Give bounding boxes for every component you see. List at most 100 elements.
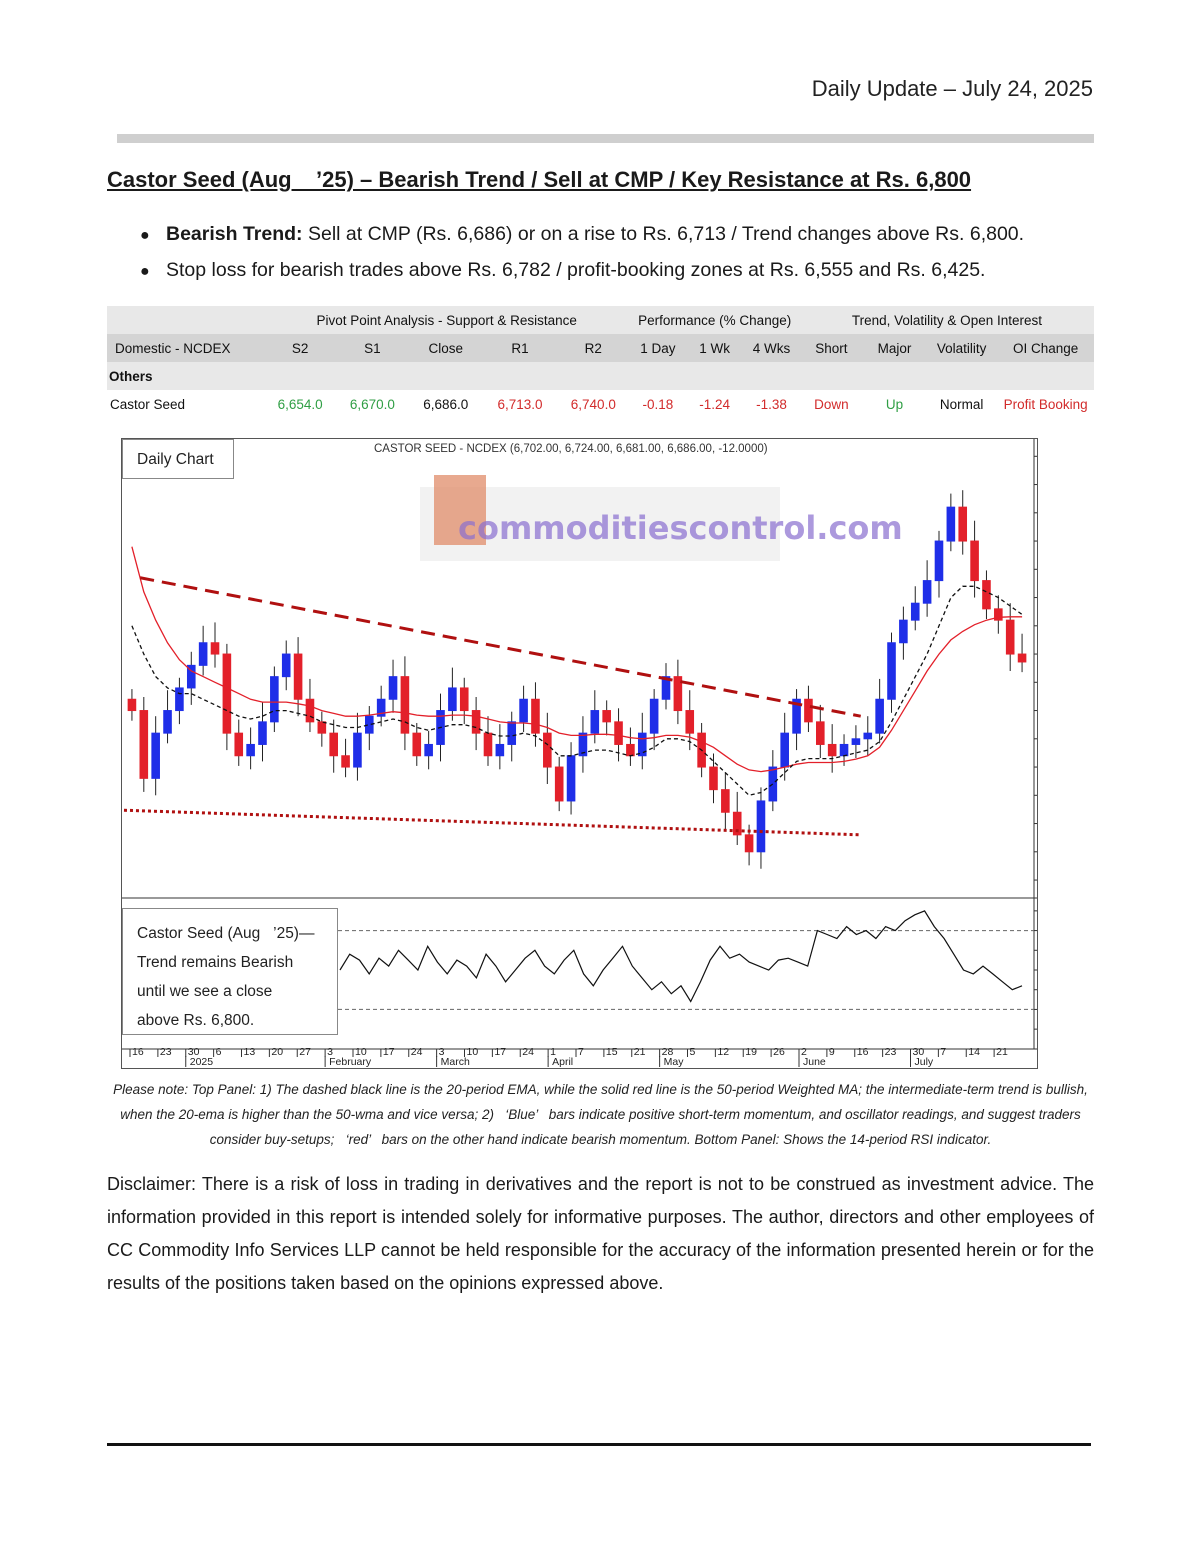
column-header: Short <box>799 334 863 362</box>
candle-body <box>471 710 481 734</box>
candle-body <box>744 834 754 853</box>
candle-body <box>875 698 884 734</box>
date-tick-label: 26 <box>773 1046 785 1058</box>
header-divider <box>117 134 1094 143</box>
candle-body <box>637 732 647 757</box>
column-header: S2 <box>263 334 337 362</box>
table-cell: -1.38 <box>756 396 787 412</box>
candle-body <box>483 732 493 757</box>
candle-body <box>958 506 968 542</box>
report-date: Daily Update – July 24, 2025 <box>811 76 1093 101</box>
candle-body <box>175 687 184 712</box>
date-tick-label: 24 <box>522 1046 534 1058</box>
bullet-text: Stop loss for bearish trades above Rs. 6… <box>166 259 986 281</box>
candle-body <box>709 766 718 791</box>
watermark-logo <box>434 475 486 545</box>
candle-body <box>151 732 160 779</box>
disclaimer: Disclaimer: There is a risk of loss in t… <box>107 1174 1094 1293</box>
candle-body <box>922 580 932 604</box>
candle-body <box>827 743 837 757</box>
date-tick-label: 6 <box>216 1046 222 1058</box>
table-cell: 6,740.0 <box>570 396 616 412</box>
daily-chart-label: Daily Chart <box>122 439 234 479</box>
date-tick-label: 20 <box>271 1046 283 1058</box>
month-label: May <box>664 1056 685 1068</box>
bullet-text: Sell at CMP (Rs. 6,686) or on a rise to … <box>302 223 1025 245</box>
date-tick-label: 24 <box>411 1046 423 1058</box>
column-header: 4 Wks <box>743 334 800 362</box>
date-tick-label: 3 <box>327 1046 333 1058</box>
candle-body <box>756 800 766 853</box>
table-cell: 6,713.0 <box>497 396 543 412</box>
table-cell: Up <box>885 396 904 412</box>
candle-body <box>186 664 196 689</box>
month-label: June <box>803 1056 826 1068</box>
candle-body <box>127 698 137 712</box>
column-header: OI Change <box>997 334 1094 362</box>
table-cell: -1.24 <box>699 396 731 412</box>
date-tick-label: 16 <box>857 1046 869 1058</box>
bullet-icon: ● <box>140 227 150 244</box>
column-header: 1 Wk <box>686 334 744 362</box>
column-header: Volatility <box>926 334 998 362</box>
candle-body <box>780 732 789 768</box>
date-tick-label: 7 <box>940 1046 946 1058</box>
candle-body <box>804 698 813 723</box>
candle-body <box>210 642 220 655</box>
date-tick-label: 2 <box>801 1046 807 1058</box>
date-tick-label: 13 <box>244 1046 256 1058</box>
bullet-trend: ● Bearish Trend: Sell at CMP (Rs. 6,686) … <box>140 223 1024 246</box>
date-tick-label: 17 <box>494 1046 506 1058</box>
date-tick-label: 12 <box>717 1046 729 1058</box>
date-tick-label: 16 <box>132 1046 144 1058</box>
rsi-line <box>339 910 1023 1003</box>
watermark-text: commoditiescontrol.com <box>458 509 903 547</box>
date-tick-label: 10 <box>467 1046 479 1058</box>
candle-body <box>400 676 410 734</box>
resistance-trendline <box>139 576 862 718</box>
month-label: 2025 <box>190 1056 214 1068</box>
date-tick-label: 7 <box>578 1046 584 1058</box>
date-tick-label: 23 <box>885 1046 897 1058</box>
date-tick-label: 17 <box>383 1046 395 1058</box>
candle-body <box>365 715 374 734</box>
candle-body <box>1017 653 1027 663</box>
candle-body <box>732 811 742 836</box>
candle-body <box>495 743 505 757</box>
date-tick-label: 15 <box>606 1046 618 1058</box>
candle-body <box>649 698 659 734</box>
candle-body <box>376 698 386 717</box>
candle-body <box>293 653 303 700</box>
candle-body <box>543 732 552 768</box>
column-header: R1 <box>482 334 558 362</box>
candle-body <box>424 743 433 757</box>
column-header: S1 <box>336 334 409 362</box>
candle-body <box>305 698 315 723</box>
candle-body <box>910 602 920 621</box>
candle-body <box>626 743 635 757</box>
date-tick-label: 21 <box>634 1046 646 1058</box>
section-label: Others <box>107 362 1094 390</box>
candle-body <box>602 710 611 723</box>
candle-body <box>519 698 528 723</box>
wma50-line <box>131 546 1023 773</box>
candle-body <box>281 653 291 678</box>
candle-body <box>887 642 896 700</box>
candle-body <box>412 732 422 757</box>
candle-body <box>839 743 849 757</box>
candle-body <box>982 580 991 610</box>
group-header-trend: Trend, Volatility & Open Interest <box>799 306 1094 334</box>
candle-body <box>970 540 979 582</box>
column-header: Major <box>862 334 927 362</box>
date-tick-label: 9 <box>829 1046 835 1058</box>
chart-title: CASTOR SEED - NCDEX (6,702.00, 6,724.00,… <box>374 443 768 455</box>
date-tick-label: 21 <box>996 1046 1008 1058</box>
table-cell: Normal <box>939 396 984 412</box>
candle-body <box>448 687 457 712</box>
month-label: February <box>329 1056 372 1068</box>
candle-body <box>851 738 861 745</box>
column-header: Close <box>408 334 483 362</box>
candle-body <box>863 732 873 740</box>
table-cell: Castor Seed <box>110 396 186 412</box>
candle-body <box>507 721 517 745</box>
